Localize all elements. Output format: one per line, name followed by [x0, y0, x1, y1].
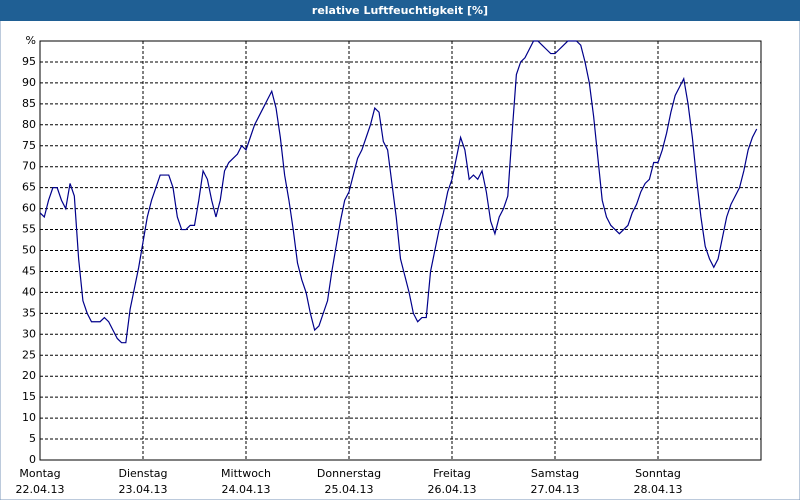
y-tick-label: 0	[29, 453, 36, 466]
y-tick-label: 70	[22, 160, 36, 173]
y-tick-label: 55	[22, 223, 36, 236]
x-tick-date: 26.04.13	[428, 483, 477, 496]
x-tick-label: Montag	[19, 467, 60, 480]
title-bar	[0, 0, 800, 21]
x-tick-date: 25.04.13	[325, 483, 374, 496]
data-line	[39, 40, 758, 344]
y-tick-label: 50	[22, 244, 36, 257]
y-tick-label: %	[26, 34, 36, 47]
y-tick-label: 30	[22, 327, 36, 340]
x-tick-label: Freitag	[433, 467, 471, 480]
x-tick-date: 28.04.13	[634, 483, 683, 496]
x-tick-date: 24.04.13	[222, 483, 271, 496]
y-tick-label: 45	[22, 264, 36, 277]
y-tick-label: 40	[22, 285, 36, 298]
y-tick-label: 5	[29, 432, 36, 445]
x-tick-label: Dienstag	[118, 467, 167, 480]
y-tick-label: 90	[22, 76, 36, 89]
x-tick-label: Samstag	[531, 467, 579, 480]
y-tick-label: 80	[22, 118, 36, 131]
x-tick-label: Sonntag	[635, 467, 681, 480]
x-tick-date: 27.04.13	[531, 483, 580, 496]
x-tick-label: Donnerstag	[317, 467, 381, 480]
y-tick-label: 35	[22, 306, 36, 319]
y-tick-label: 75	[22, 139, 36, 152]
y-tick-label: 15	[22, 390, 36, 403]
y-tick-label: 10	[22, 411, 36, 424]
x-tick-date: 23.04.13	[119, 483, 168, 496]
y-tick-label: 65	[22, 181, 36, 194]
y-tick-label: 25	[22, 348, 36, 361]
y-tick-label: 85	[22, 97, 36, 110]
chart-title: relative Luftfeuchtigkeit [%]	[312, 4, 488, 17]
y-tick-label: 95	[22, 55, 36, 68]
y-tick-label: 20	[22, 369, 36, 382]
x-tick-label: Mittwoch	[221, 467, 271, 480]
y-tick-label: 60	[22, 202, 36, 215]
x-tick-date: 22.04.13	[16, 483, 65, 496]
